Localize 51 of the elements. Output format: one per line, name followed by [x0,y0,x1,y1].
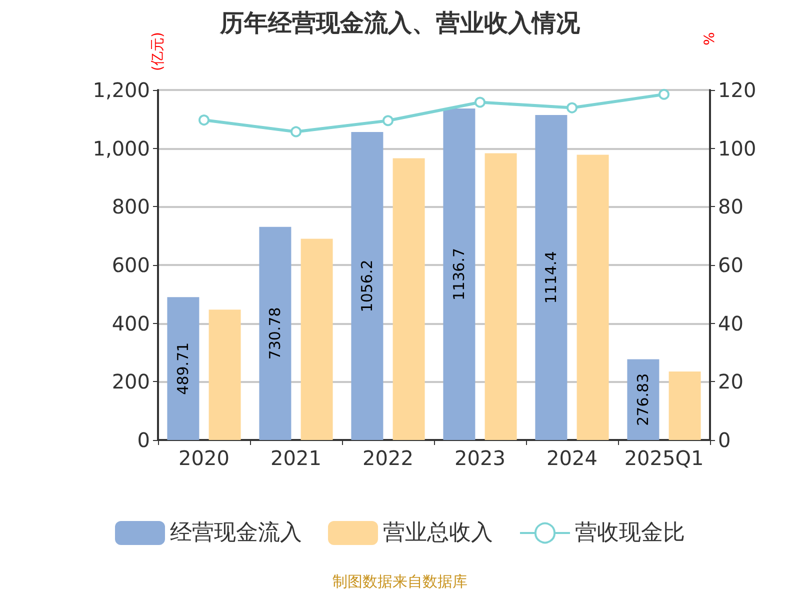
data-label: 1136.7 [450,248,468,300]
x-tick-label: 2021 [270,446,322,470]
bar [443,108,476,440]
y2-tick-label: 40 [718,311,744,336]
y2-tick-label: 100 [718,136,756,160]
legend-label: 营业总收入 [383,520,493,546]
x-tick-label: 2023 [454,446,506,470]
data-label: 1114.4 [542,251,560,304]
y2-tick-label: 60 [718,253,744,277]
y2-tick-label: 120 [718,78,756,102]
y-tick-label: 600 [112,253,150,277]
bar [351,132,384,440]
point [658,88,670,100]
bar [484,153,517,440]
data-label: 730.78 [266,307,284,360]
x-tick-label: 2022 [362,446,414,470]
y-tick-label: 400 [112,311,150,336]
x-tick-label: 2025Q1 [624,446,704,470]
y-tick-label: 1,000 [92,136,150,160]
data-label: 276.83 [634,373,652,426]
chart-title: 历年经营现金流入、营业收入情况 [219,9,581,37]
point [474,96,486,108]
y-tick-label: 800 [112,194,150,219]
y-tick-label: 200 [112,370,150,394]
bar [300,238,333,440]
point [290,126,302,138]
bar [668,371,701,440]
y2-tick-label: 0 [718,428,731,452]
bar [208,310,241,440]
bar [167,297,200,440]
x-tick-label: 2020 [178,446,230,470]
bar [535,114,568,440]
y-tick-label: 1,200 [92,78,150,102]
data-label: 1056.2 [358,260,376,312]
legend-label: 经营现金流入 [170,520,302,546]
y2-axis-title: % [702,32,718,46]
y-tick-label: 0 [137,428,150,452]
y-axis-title: (亿元) [150,32,166,71]
text: 制图数据来自数据库 [332,572,468,590]
bar [627,359,660,440]
x-tick-label: 2024 [546,446,598,470]
point [566,102,578,114]
bar [392,158,425,440]
data-label: 489.71 [174,342,192,395]
point [198,114,210,126]
bar [259,226,292,440]
legend-label: 营收现金比 [575,520,685,546]
y2-tick-label: 80 [718,194,744,219]
point [382,115,394,126]
bar [576,154,609,440]
y2-tick-label: 20 [718,370,744,394]
